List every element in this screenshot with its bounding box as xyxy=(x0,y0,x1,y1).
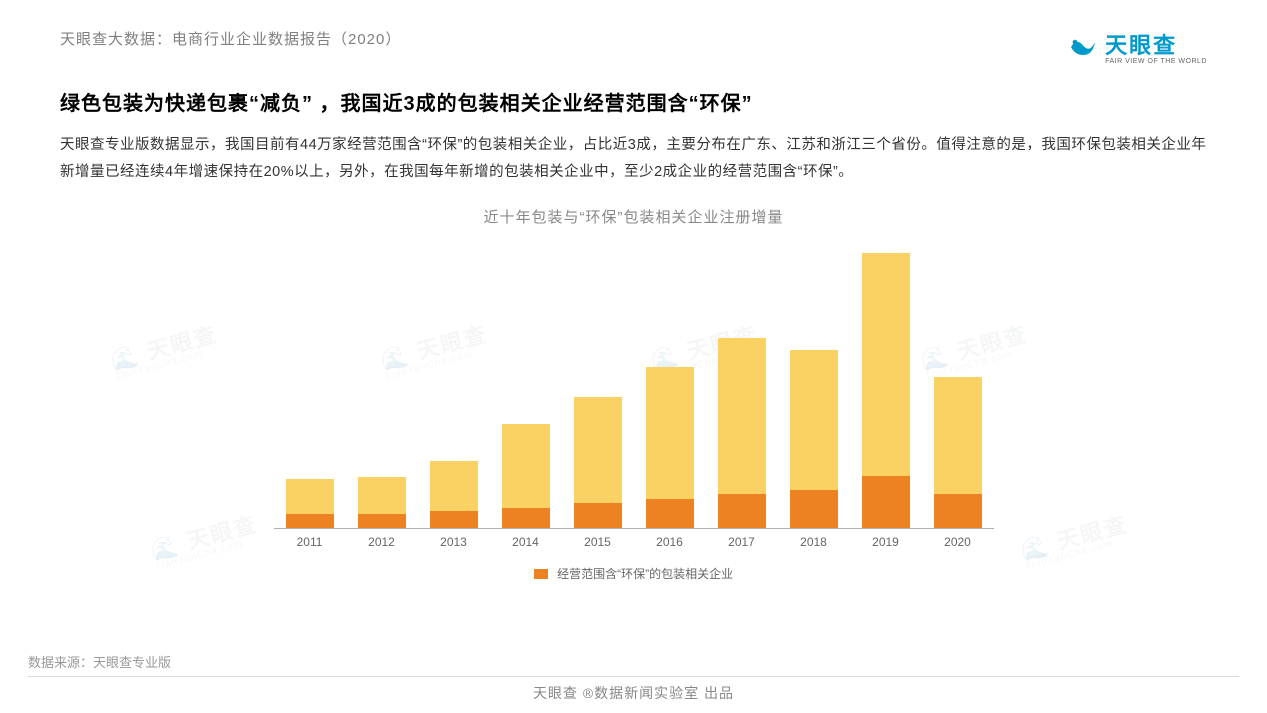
bar-segment-top xyxy=(286,479,334,515)
bar-segment-top xyxy=(934,377,982,494)
chart-legend: 经营范围含“环保”的包装相关企业 xyxy=(60,565,1207,582)
bar-segment-top xyxy=(358,477,406,514)
footer-divider xyxy=(28,676,1239,677)
x-axis-label: 2011 xyxy=(286,529,334,549)
bar-segment-top xyxy=(790,350,838,489)
footer-credit: 天眼查 ®数据新闻实验室 出品 xyxy=(0,683,1267,703)
bar-group xyxy=(430,239,478,528)
bar-segment-top xyxy=(646,367,694,499)
legend-label: 经营范围含“环保”的包装相关企业 xyxy=(557,567,733,581)
bar-segment-top xyxy=(862,253,910,476)
bar-segment-bottom xyxy=(286,514,334,527)
description-text: 天眼查专业版数据显示，我国目前有44万家经营范围含“环保”的包装相关企业，占比近… xyxy=(0,116,1267,186)
source-value: 天眼查专业版 xyxy=(93,655,171,670)
bar-segment-top xyxy=(574,397,622,503)
bar-group xyxy=(502,239,550,528)
x-axis-label: 2012 xyxy=(358,529,406,549)
x-axis-label: 2015 xyxy=(574,529,622,549)
bar-segment-bottom xyxy=(934,494,982,527)
bar-group xyxy=(934,239,982,528)
bar-group xyxy=(574,239,622,528)
bar-segment-bottom xyxy=(502,508,550,528)
bar-segment-bottom xyxy=(430,511,478,528)
logo-text: 天眼查 xyxy=(1105,28,1207,60)
bar-segment-bottom xyxy=(862,476,910,527)
x-axis-label: 2014 xyxy=(502,529,550,549)
source-label: 数据来源： xyxy=(28,655,93,670)
legend-swatch xyxy=(534,569,548,579)
bar-segment-bottom xyxy=(574,503,622,528)
brand-logo: 天眼查 FAIR VIEW OF THE WORLD xyxy=(1067,28,1207,65)
x-axis-label: 2016 xyxy=(646,529,694,549)
bar-group xyxy=(790,239,838,528)
chart-title: 近十年包装与“环保”包装相关企业注册增量 xyxy=(60,206,1207,227)
logo-subtext: FAIR VIEW OF THE WORLD xyxy=(1105,58,1207,65)
wave-icon xyxy=(1067,31,1099,63)
bar-segment-top xyxy=(430,461,478,511)
x-axis-label: 2020 xyxy=(934,529,982,549)
bar-segment-bottom xyxy=(358,514,406,527)
x-axis-label: 2019 xyxy=(862,529,910,549)
bar-group xyxy=(358,239,406,528)
chart-container: 近十年包装与“环保”包装相关企业注册增量 2011201220132014201… xyxy=(0,186,1267,582)
x-axis-label: 2017 xyxy=(718,529,766,549)
header: 天眼查大数据：电商行业企业数据报告（2020） 天眼查 FAIR VIEW OF… xyxy=(0,0,1267,65)
stacked-bar-chart: 2011 2012 2013 2014 2015 2016 2017 2018 2019 2020 xyxy=(254,239,1014,559)
bar-group xyxy=(718,239,766,528)
bar-segment-bottom xyxy=(790,490,838,528)
bar-group xyxy=(286,239,334,528)
bar-segment-top xyxy=(502,424,550,508)
x-axis-label: 2013 xyxy=(430,529,478,549)
bar-group xyxy=(862,239,910,528)
x-axis-label: 2018 xyxy=(790,529,838,549)
page-title: 绿色包装为快递包裹“减负” ，我国近3成的包装相关企业经营范围含“环保” xyxy=(0,65,1267,116)
bar-segment-bottom xyxy=(646,499,694,528)
bar-segment-top xyxy=(718,338,766,494)
header-subtitle: 天眼查大数据：电商行业企业数据报告（2020） xyxy=(60,28,401,49)
data-source: 数据来源：天眼查专业版 xyxy=(28,652,171,671)
bar-group xyxy=(646,239,694,528)
chart-plot xyxy=(274,239,994,529)
bar-segment-bottom xyxy=(718,494,766,527)
